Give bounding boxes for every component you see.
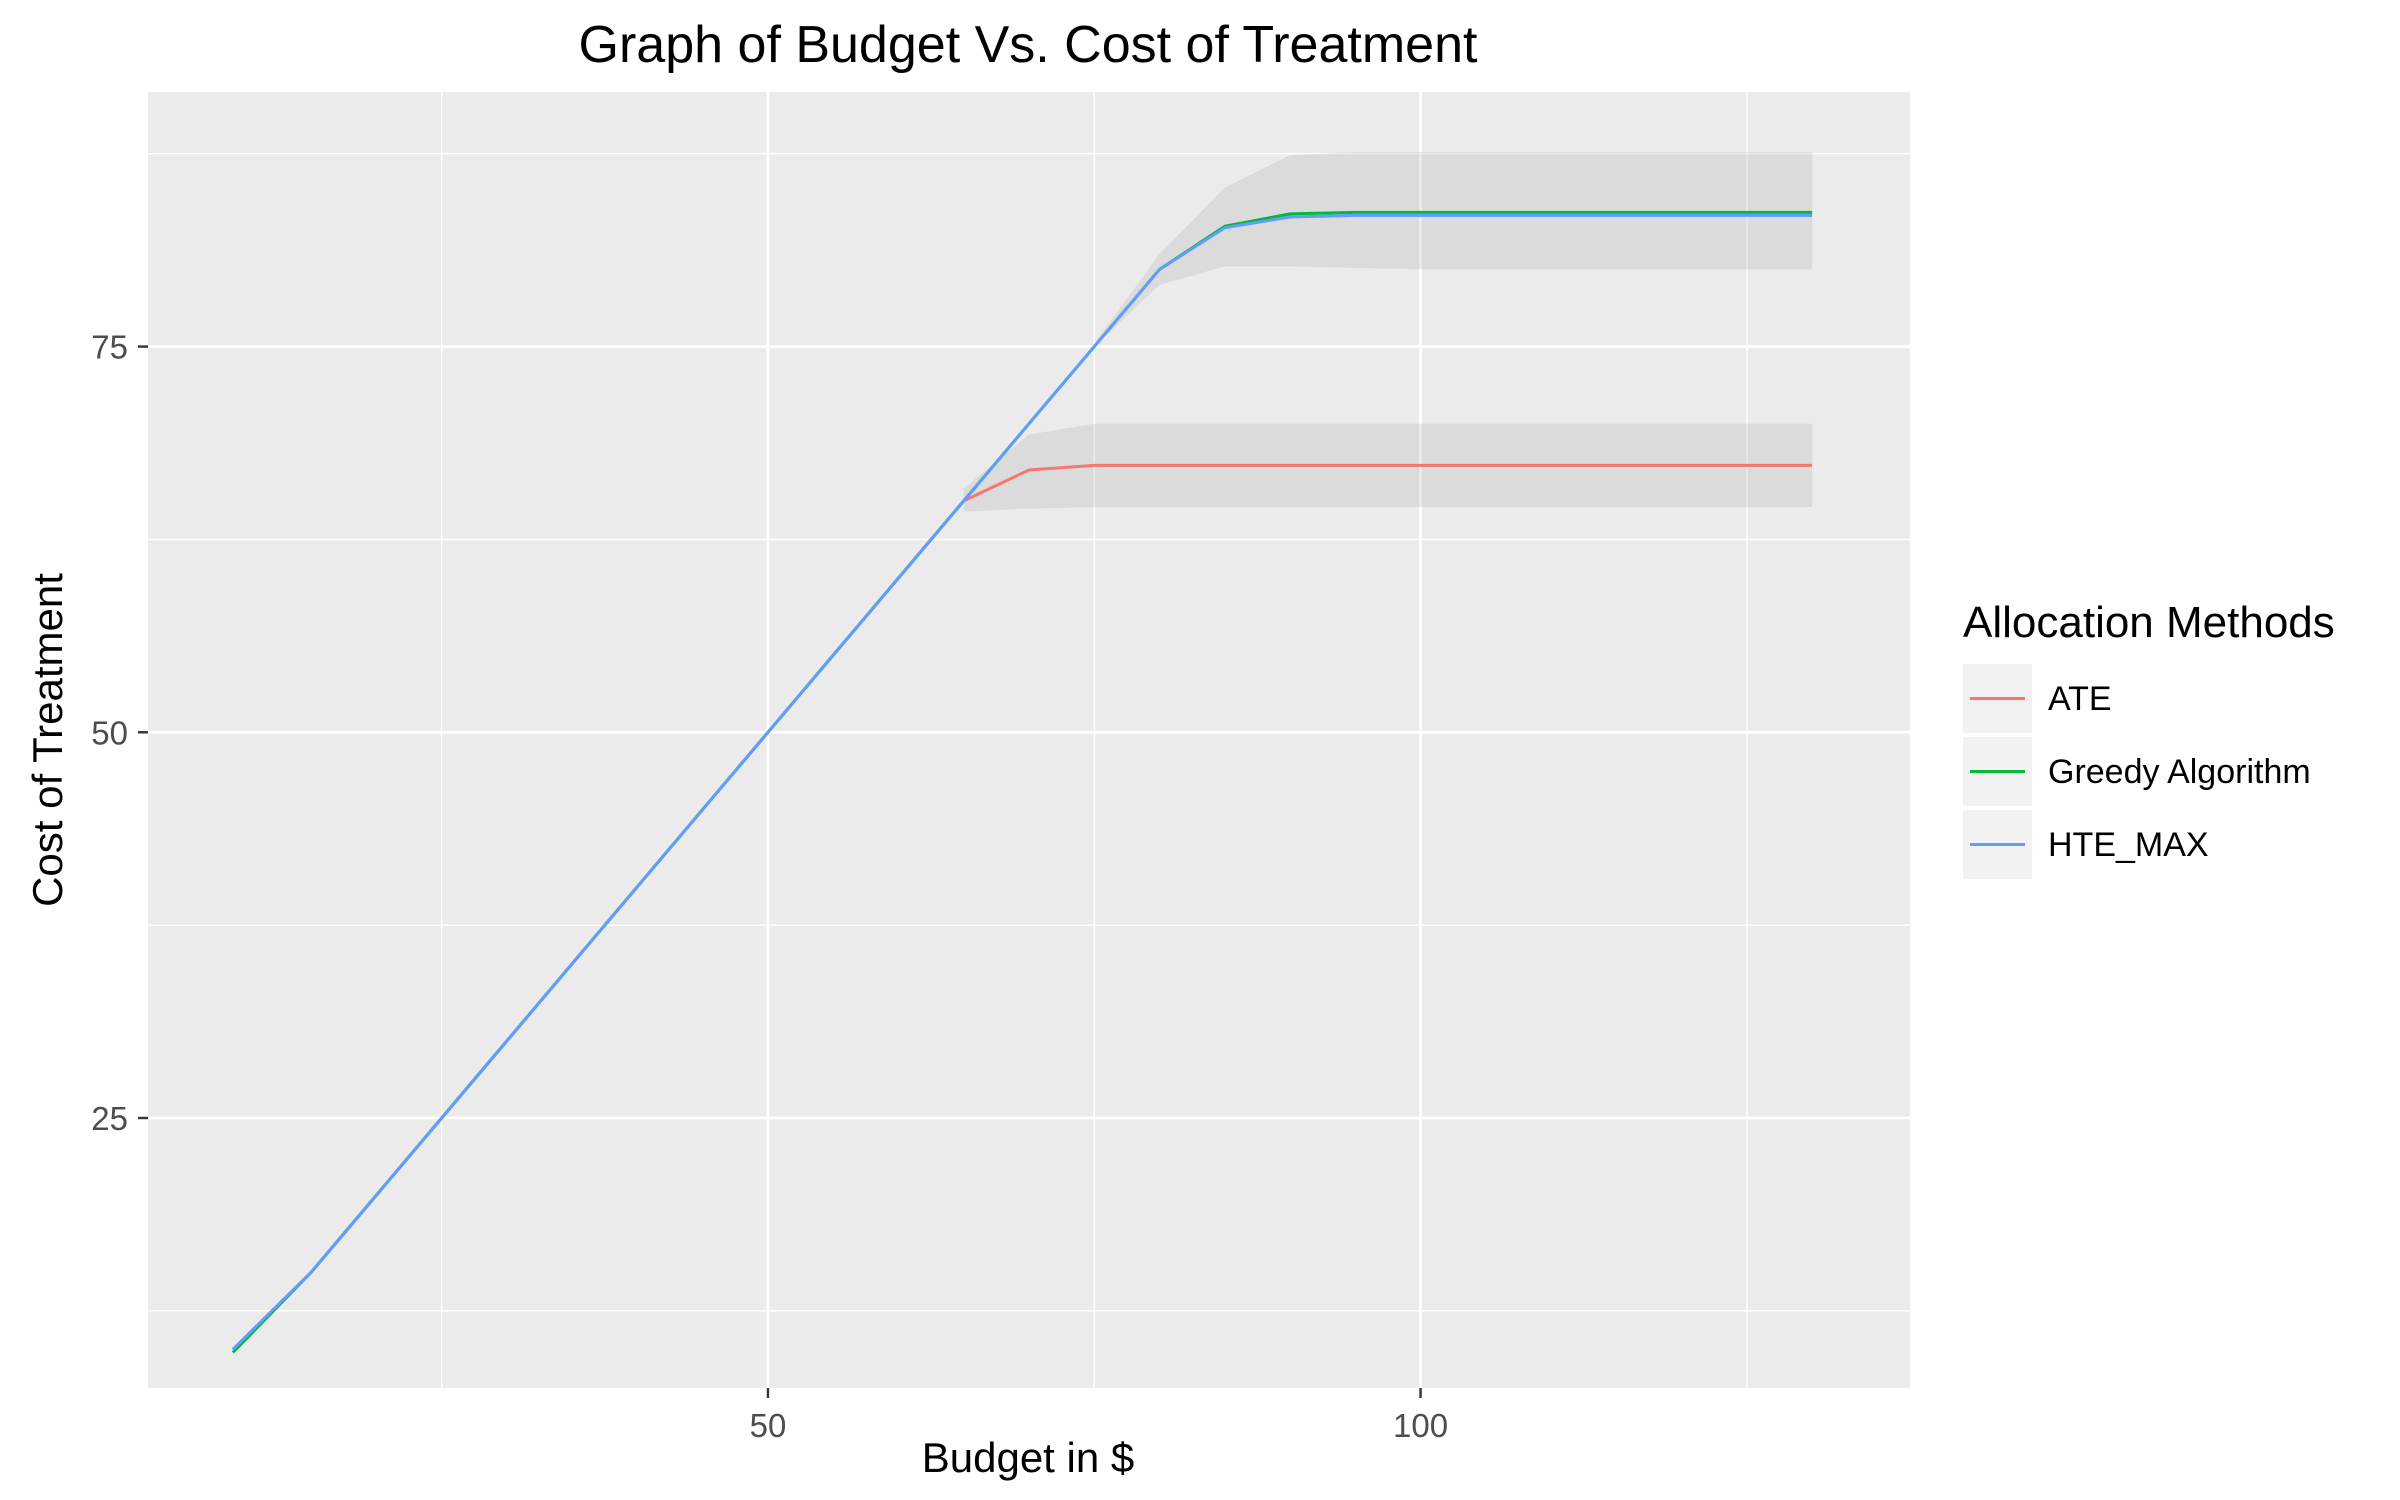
legend-label: Greedy Algorithm: [2048, 753, 2311, 791]
confidence-band: [963, 423, 1813, 512]
minor-gridlines: [148, 92, 1910, 1388]
legend-label: ATE: [2048, 680, 2112, 718]
legend-keys: ATE Greedy Algorithm HTE_MAX: [1963, 664, 2311, 879]
legend-label: HTE_MAX: [2048, 826, 2209, 864]
x-axis: 50 100: [750, 1388, 1448, 1444]
series-lines: [231, 210, 1813, 1354]
chart-title: Graph of Budget Vs. Cost of Treatment: [579, 16, 1478, 74]
confidence-bands: [963, 152, 1813, 512]
y-tick-label: 25: [91, 1100, 128, 1137]
x-axis-title: Budget in $: [922, 1434, 1135, 1481]
legend: Allocation Methods ATE Greedy Algorithm HT…: [1963, 598, 2335, 879]
plot-panel: [148, 92, 1910, 1388]
y-tick-label: 75: [91, 329, 128, 366]
x-tick-label: 50: [750, 1407, 787, 1444]
y-axis-title: Cost of Treatment: [24, 573, 71, 907]
legend-title: Allocation Methods: [1963, 598, 2335, 647]
series-line: [231, 213, 1813, 1351]
x-tick-label: 100: [1393, 1407, 1448, 1444]
y-axis: 25 50 75: [91, 329, 148, 1137]
y-tick-label: 50: [91, 714, 128, 751]
confidence-band: [1094, 152, 1813, 347]
